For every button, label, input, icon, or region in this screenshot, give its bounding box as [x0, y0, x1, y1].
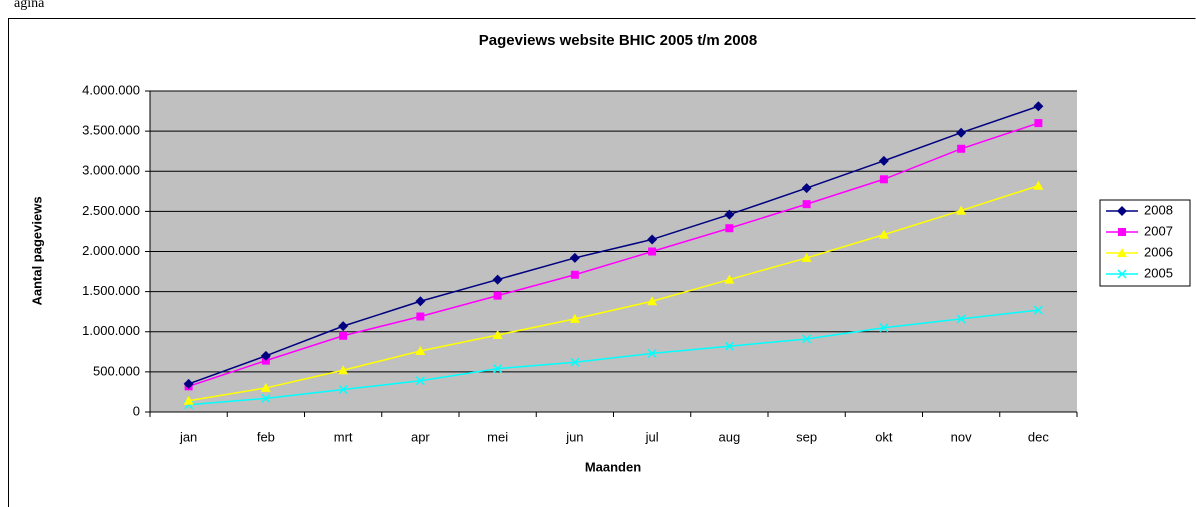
- marker: [724, 341, 734, 351]
- marker: [338, 365, 349, 375]
- marker: [1033, 101, 1044, 112]
- x-tick-label: dec: [1028, 429, 1049, 444]
- series-line: [188, 184, 1039, 402]
- marker: [879, 175, 888, 184]
- x-tick-label: okt: [875, 429, 893, 444]
- x-axis-title: Maanden: [585, 459, 641, 474]
- marker: [879, 323, 889, 333]
- x-tick-label: jun: [565, 429, 583, 444]
- marker: [570, 270, 579, 279]
- marker: [339, 331, 348, 340]
- marker: [260, 350, 271, 361]
- marker: [261, 393, 271, 403]
- marker: [648, 247, 657, 256]
- legend-box: [1099, 199, 1191, 287]
- legend-label: 2007: [1144, 223, 1173, 238]
- marker: [957, 144, 966, 153]
- marker: [802, 200, 811, 209]
- marker: [878, 229, 889, 239]
- chart-frame: [8, 18, 1196, 507]
- x-tick-label: jan: [179, 429, 197, 444]
- series-line: [188, 105, 1039, 385]
- legend-label: 2006: [1144, 244, 1173, 259]
- marker: [569, 252, 580, 263]
- marker: [1033, 180, 1044, 190]
- x-tick-label: feb: [257, 429, 275, 444]
- marker: [802, 334, 812, 344]
- x-tick-label: mrt: [334, 429, 353, 444]
- marker: [183, 378, 194, 389]
- x-tick-label: mei: [487, 429, 508, 444]
- marker: [956, 314, 966, 324]
- page-header: agina: [14, 0, 45, 11]
- legend-label: 2005: [1144, 265, 1173, 280]
- y-tick-label: 500.000: [93, 363, 140, 378]
- marker: [493, 364, 503, 374]
- y-tick-label: 1.500.000: [82, 283, 140, 298]
- marker: [878, 155, 889, 166]
- marker: [415, 296, 426, 307]
- marker: [725, 224, 734, 233]
- marker: [724, 274, 735, 284]
- y-tick-label: 4.000.000: [82, 82, 140, 97]
- chart-title: Pageviews website BHIC 2005 t/m 2008: [479, 32, 757, 49]
- marker: [1117, 206, 1127, 216]
- legend-label: 2008: [1144, 202, 1173, 217]
- marker: [338, 384, 348, 395]
- marker: [569, 313, 580, 323]
- y-tick-label: 2.500.000: [82, 203, 140, 218]
- marker: [492, 329, 503, 339]
- y-axis-title: Aantal pageviews: [29, 196, 44, 305]
- marker: [260, 382, 271, 392]
- marker: [1117, 248, 1127, 257]
- marker: [416, 312, 425, 321]
- marker: [415, 346, 426, 356]
- x-tick-label: nov: [951, 429, 972, 444]
- marker: [801, 183, 812, 194]
- series-line: [188, 122, 1039, 388]
- y-tick-label: 0: [133, 403, 140, 418]
- marker: [1117, 269, 1127, 279]
- marker: [1118, 228, 1126, 236]
- marker: [183, 395, 194, 405]
- marker: [415, 376, 425, 386]
- marker: [647, 296, 658, 306]
- y-tick-label: 2.000.000: [82, 243, 140, 258]
- marker: [570, 357, 580, 367]
- marker: [1034, 119, 1043, 128]
- marker: [956, 205, 967, 215]
- marker: [724, 209, 735, 220]
- series-line: [188, 309, 1039, 406]
- y-tick-label: 3.000.000: [82, 163, 140, 178]
- marker: [338, 321, 349, 332]
- x-tick-label: aug: [719, 429, 741, 444]
- x-tick-label: sep: [796, 429, 817, 444]
- marker: [493, 291, 502, 300]
- marker: [492, 274, 503, 285]
- marker: [1033, 305, 1043, 315]
- y-tick-label: 3.500.000: [82, 123, 140, 138]
- y-tick-label: 1.000.000: [82, 323, 140, 338]
- marker: [801, 252, 812, 262]
- marker: [647, 348, 657, 358]
- marker: [647, 234, 658, 245]
- marker: [956, 127, 967, 138]
- x-tick-label: apr: [411, 429, 430, 444]
- x-tick-label: jul: [645, 429, 659, 444]
